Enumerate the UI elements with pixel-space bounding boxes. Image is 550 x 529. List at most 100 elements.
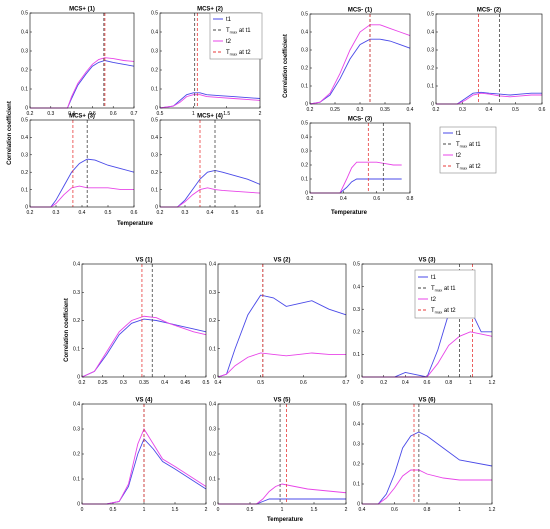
y-tick-label-vs5-4: 0.4 xyxy=(209,402,216,408)
panel-mcsm3: 0 0.1 0.2 0.3 0.4 0.5 0.2 0.4 0.6 0.8 MCS- (3) xyxy=(301,117,414,203)
x-tick-label-vs3-6: 1.2 xyxy=(489,380,496,386)
y-tick-label-mcsp1-2: 0.2 xyxy=(21,68,28,74)
panel-vs1: 0 0.1 0.2 0.3 0.4 0.2 0.25 0.3 0.35 0.4 0.45 0.5 VS … xyxy=(73,258,210,387)
x-tick-label-vs6-0: 0.4 xyxy=(359,507,366,513)
x-tick-label-vs2-2: 0.6 xyxy=(300,380,307,386)
plot-area-mcsp4 xyxy=(160,120,260,207)
plot-area-mcsm1 xyxy=(310,14,410,104)
series-t2-vs2 xyxy=(217,352,346,378)
legend-mcs-plus-t2-label: t2 xyxy=(226,39,232,45)
y-tick-label-mcsm1-2: 0.2 xyxy=(301,66,308,72)
plot-area-vs2 xyxy=(218,264,346,377)
y-tick-label-mcsm1-1: 0.1 xyxy=(301,84,308,90)
x-tick-label-mcsp1-5: 0.7 xyxy=(131,111,138,117)
x-tick-label-vs3-2: 0.4 xyxy=(402,380,409,386)
x-tick-label-mcsm1-4: 0.4 xyxy=(407,107,414,113)
series-t1-mcsp2 xyxy=(159,92,261,109)
xlabel-mcs-minus: Temperature xyxy=(331,210,368,216)
y-tick-label-vs4-2: 0.2 xyxy=(73,452,80,458)
y-tick-label-vs1-2: 0.2 xyxy=(73,318,80,324)
y-tick-label-mcsp2-2: 0.2 xyxy=(151,68,158,74)
y-tick-label-vs3-2: 0.2 xyxy=(353,330,360,336)
y-tick-label-vs5-0: 0 xyxy=(213,502,216,508)
axes-frame-mcsm1 xyxy=(309,13,411,105)
axes-frame-vs4 xyxy=(81,403,207,505)
legend-vs-tmax-t2-label: Tmax at t2 xyxy=(431,308,456,315)
panel-title-mcsp1: MCS+ (1) xyxy=(69,7,95,13)
y-tick-label-mcsp3-5: 0.5 xyxy=(21,118,28,124)
y-tick-label-vs3-3: 0.3 xyxy=(353,307,360,313)
y-tick-label-mcsp4-0: 0 xyxy=(155,205,158,211)
legend-mcs-plus-box xyxy=(209,12,263,60)
x-tick-label-vs2-3: 0.7 xyxy=(343,380,350,386)
axes-frame-vs1 xyxy=(81,263,207,378)
x-tick-label-mcsm3-3: 0.8 xyxy=(407,196,414,202)
y-tick-label-mcsp1-4: 0.4 xyxy=(21,30,28,36)
axes-frame-mcsm3 xyxy=(309,122,411,194)
y-tick-label-mcsp2-3: 0.3 xyxy=(151,49,158,55)
ylabel-vs: Correlation coefficient xyxy=(64,298,70,362)
x-tick-label-vs1-4: 0.4 xyxy=(161,380,168,386)
legend-vs-t1-label: t1 xyxy=(431,275,437,281)
y-tick-label-mcsp4-2: 0.2 xyxy=(151,170,158,176)
series-t1-mcsm1 xyxy=(309,38,411,105)
y-tick-label-mcsp3-2: 0.2 xyxy=(21,170,28,176)
y-tick-label-vs3-4: 0.4 xyxy=(353,284,360,290)
series-t1-vs6 xyxy=(362,431,493,505)
ylabel-mcs-minus: Correlation coefficient xyxy=(283,34,289,98)
y-tick-label-vs5-2: 0.2 xyxy=(209,452,216,458)
x-tick-label-mcsp3-4: 0.6 xyxy=(131,210,138,216)
panel-mcsp1: 0 0.1 0.2 0.3 0.4 0.5 0.2 0.3 0.4 0.5 0.6 0.7 MCS+ (… xyxy=(21,7,138,118)
x-tick-label-mcsm1-3: 0.35 xyxy=(380,107,390,113)
y-tick-label-vs4-1: 0.1 xyxy=(73,477,80,483)
x-tick-label-mcsm2-1: 0.3 xyxy=(459,107,466,113)
y-tick-label-vs6-5: 0.5 xyxy=(353,402,360,408)
plot-area-mcsm2 xyxy=(436,14,542,104)
x-tick-label-mcsp4-2: 0.4 xyxy=(207,210,214,216)
y-tick-label-mcsm3-2: 0.2 xyxy=(301,163,308,169)
y-tick-label-mcsm3-4: 0.4 xyxy=(301,135,308,141)
panel-title-vs5: VS (5) xyxy=(273,398,290,404)
y-tick-label-mcsm1-0: 0 xyxy=(305,102,308,108)
y-tick-label-vs6-2: 0.2 xyxy=(353,462,360,468)
panel-vs6: 0 0.1 0.2 0.3 0.4 0.5 0.4 0.6 0.8 1 1.2 VS (6) xyxy=(353,398,496,514)
x-tick-label-mcsp4-1: 0.3 xyxy=(182,210,189,216)
x-tick-label-mcsp3-2: 0.4 xyxy=(79,210,86,216)
x-tick-label-vs5-0: 0 xyxy=(217,507,220,513)
panel-mcsm2: 0 0.1 0.2 0.3 0.4 0.5 0.2 0.3 0.4 0.5 0.6 MCS- (2) xyxy=(427,8,546,114)
series-t2-mcsm1 xyxy=(309,24,411,105)
series-t2-mcsp1 xyxy=(30,57,135,109)
panel-title-vs1: VS (1) xyxy=(135,258,152,264)
xlabel-mcs-plus: Temperature xyxy=(117,221,154,227)
x-tick-label-mcsp1-2: 0.4 xyxy=(68,111,75,117)
series-t1-vs5 xyxy=(218,498,346,505)
y-tick-label-mcsp3-3: 0.3 xyxy=(21,153,28,159)
x-tick-label-mcsm2-3: 0.5 xyxy=(512,107,519,113)
axes-frame-mcsp3 xyxy=(29,119,135,208)
y-tick-label-vs2-0: 0 xyxy=(213,375,216,381)
x-tick-label-vs4-4: 2 xyxy=(205,507,208,513)
y-tick-label-mcsp2-5: 0.5 xyxy=(151,11,158,17)
x-tick-label-vs5-4: 2 xyxy=(345,507,348,513)
series-t1-mcsm3 xyxy=(310,178,402,194)
legend-mcs-minus-t1-label: t1 xyxy=(456,131,462,137)
y-tick-label-mcsp2-1: 0.1 xyxy=(151,87,158,93)
y-tick-label-mcsm2-4: 0.4 xyxy=(427,30,434,36)
panel-title-vs3: VS (3) xyxy=(418,258,435,264)
y-tick-label-vs1-3: 0.3 xyxy=(73,290,80,296)
plot-area-mcsm3 xyxy=(310,123,410,193)
y-tick-label-vs4-3: 0.3 xyxy=(73,427,80,433)
x-tick-label-vs1-5: 0.45 xyxy=(180,380,190,386)
y-tick-label-vs1-4: 0.4 xyxy=(73,262,80,268)
x-tick-label-mcsp3-0: 0.2 xyxy=(27,210,34,216)
x-tick-label-mcsm1-2: 0.3 xyxy=(357,107,364,113)
series-t2-mcsp4 xyxy=(160,187,261,208)
x-tick-label-vs5-3: 1.5 xyxy=(311,507,318,513)
plot-area-vs5 xyxy=(218,404,346,504)
plot-area-mcsp1 xyxy=(30,13,134,108)
y-tick-label-mcsm1-5: 0.5 xyxy=(301,12,308,18)
panel-vs5: 0 0.1 0.2 0.3 0.4 0 0.5 1 1.5 2 VS (5) xyxy=(209,398,348,514)
x-tick-label-vs1-3: 0.35 xyxy=(139,380,149,386)
plot-area-vs6 xyxy=(362,404,492,504)
y-tick-label-vs3-1: 0.1 xyxy=(353,352,360,358)
